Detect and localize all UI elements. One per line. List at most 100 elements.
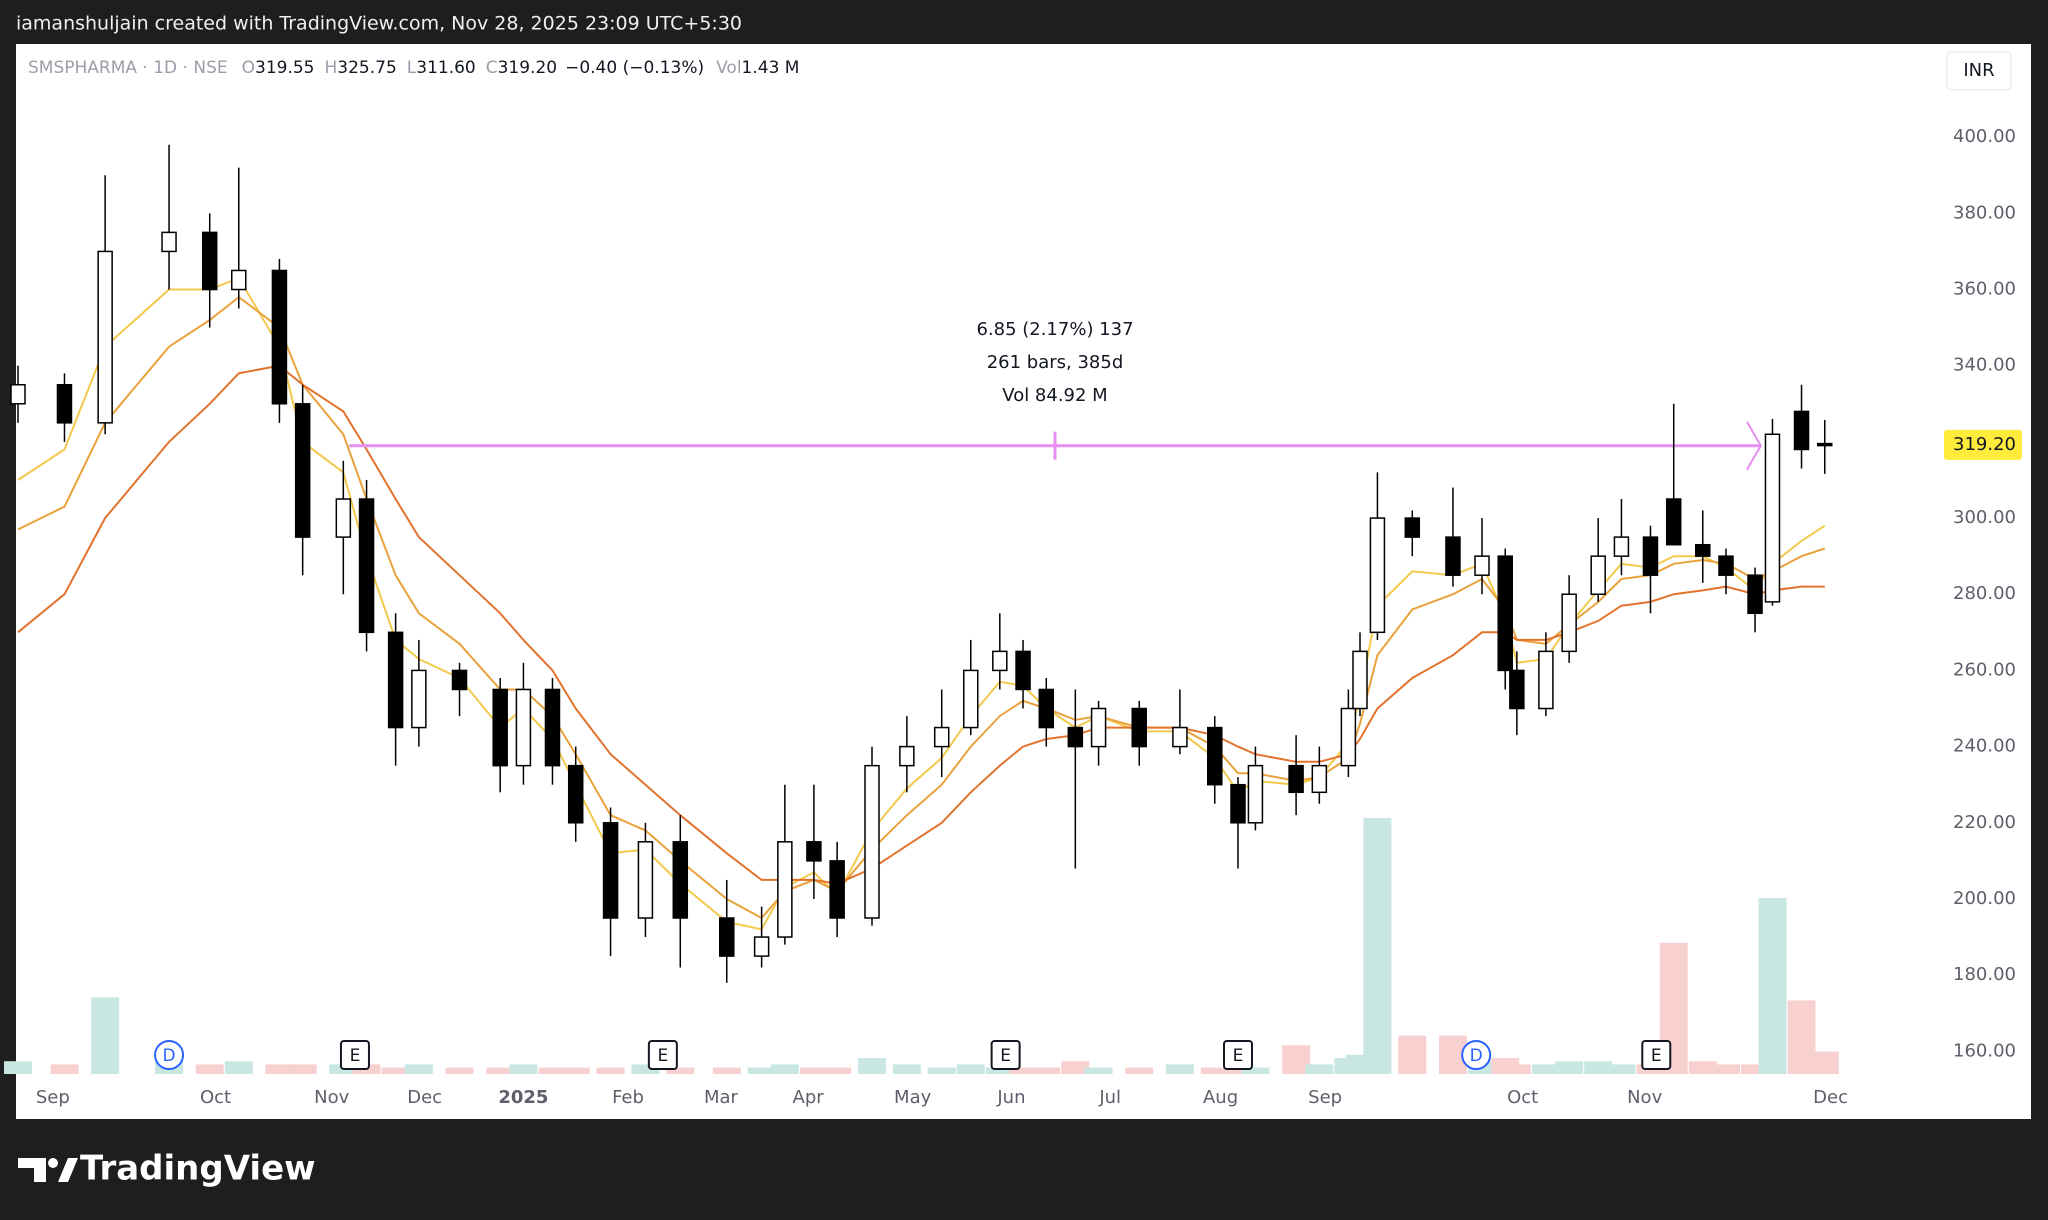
candle-body [637, 841, 654, 919]
volume-bar [509, 1064, 538, 1074]
volume-bar [892, 1064, 921, 1074]
candle-body [753, 936, 770, 957]
candle-body [864, 764, 880, 919]
volume-bar [1531, 1064, 1560, 1074]
x-tick-label: Sep [1308, 1087, 1342, 1108]
candle-body [1497, 555, 1513, 672]
x-tick-label: Oct [1507, 1087, 1538, 1108]
candle-body [358, 498, 375, 634]
legend-value: 319.20 [498, 58, 557, 78]
candle-body [231, 269, 247, 291]
currency: INR [1963, 60, 1994, 81]
candle-body [1172, 726, 1188, 748]
candle-body [1538, 650, 1554, 710]
y-tick-label: 340.00 [1953, 355, 2016, 376]
brand-name: TradingView [80, 1149, 316, 1189]
candle-body [1038, 688, 1055, 729]
candle-body [672, 841, 689, 919]
y-tick-label: 400.00 [1953, 126, 2016, 147]
candle-body [1090, 707, 1107, 748]
event-marker [339, 1040, 370, 1070]
candle-body [602, 822, 619, 919]
event-marker [990, 1040, 1021, 1070]
measure-label: 6.85 (2.17%) 137 [976, 319, 1133, 340]
candle-body [1695, 543, 1711, 557]
candle-body [1404, 517, 1421, 538]
candle-body [933, 726, 950, 748]
candle-body [335, 498, 352, 538]
chart-panel [16, 44, 2031, 1119]
volume-bar [770, 1064, 799, 1074]
event-label: E [350, 1046, 361, 1066]
candle-body [1352, 650, 1368, 710]
volume-bar [91, 997, 120, 1074]
candle-body [777, 841, 793, 938]
y-tick-label: 200.00 [1953, 888, 2016, 909]
volume-bar [1810, 1051, 1839, 1074]
candle-body [1718, 555, 1734, 576]
candle-body [1590, 555, 1606, 595]
candle-body [1793, 410, 1810, 451]
volume-bar [1712, 1064, 1740, 1074]
volume-bar [1200, 1067, 1229, 1074]
candle-body [161, 231, 177, 253]
x-tick-label: Apr [793, 1087, 825, 1108]
candle-body [56, 383, 73, 424]
candle-body [1561, 593, 1577, 653]
volume-bar [1305, 1064, 1334, 1074]
event-marker [1461, 1040, 1492, 1070]
plot: SMSPHARMA · 1D · NSE O319.55 H325.75 L311.6… [4, 58, 2022, 1108]
volume-bar [1165, 1064, 1194, 1074]
x-tick-label: Jul [1098, 1087, 1121, 1108]
candle-body [1369, 517, 1386, 634]
x-tick-label: Oct [200, 1087, 231, 1108]
volume-bar [666, 1067, 695, 1074]
x-tick-label: Jun [996, 1087, 1025, 1108]
candle-body [492, 688, 508, 767]
volume-bar [404, 1064, 433, 1074]
event-label: E [1233, 1046, 1244, 1066]
volume-bar [1125, 1067, 1154, 1074]
volume-bar [195, 1064, 224, 1074]
x-tick-label: Dec [1813, 1087, 1848, 1108]
volume-bar [381, 1067, 410, 1074]
candle-body [451, 669, 468, 691]
volume-bar [486, 1067, 515, 1074]
volume-bar [1241, 1067, 1270, 1074]
legend-value: 319.55 [255, 58, 314, 78]
volume-bar [823, 1067, 852, 1074]
candle-body [719, 917, 735, 957]
volume-bar [50, 1064, 79, 1074]
candle-body [1474, 555, 1490, 576]
candle-body [411, 669, 427, 729]
volume-bar [1688, 1061, 1717, 1074]
brand-logo [18, 1158, 78, 1182]
y-tick-label: 260.00 [1953, 659, 2016, 680]
volume-bar [985, 1067, 1014, 1074]
candle-body [387, 631, 404, 729]
volume-bar [1741, 1064, 1770, 1074]
volume-bar [1584, 1061, 1613, 1074]
volume-bar [799, 1067, 828, 1074]
x-tick-label: Sep [36, 1087, 70, 1108]
volume-bar [1607, 1064, 1636, 1074]
event-label: E [657, 1046, 668, 1066]
legend-key: Vol [716, 58, 741, 78]
candle-body [1207, 726, 1223, 786]
legend-value: 325.75 [337, 58, 396, 78]
candle-body [829, 860, 845, 919]
candle-body [899, 745, 915, 767]
x-tick-label: May [894, 1087, 932, 1108]
candle-body [1311, 764, 1328, 794]
x-tick-label: 2025 [498, 1087, 548, 1108]
legend-change: −0.40 (−0.13%) [565, 58, 704, 78]
volume-bar [538, 1067, 567, 1074]
candle-body [806, 841, 822, 862]
currency-box[interactable] [1946, 51, 2012, 91]
legend-value: 1.43 M [742, 58, 800, 78]
candle-body [1613, 536, 1630, 557]
candle-body [1445, 536, 1461, 576]
candle-body [271, 269, 288, 405]
candle-body [1764, 433, 1781, 603]
